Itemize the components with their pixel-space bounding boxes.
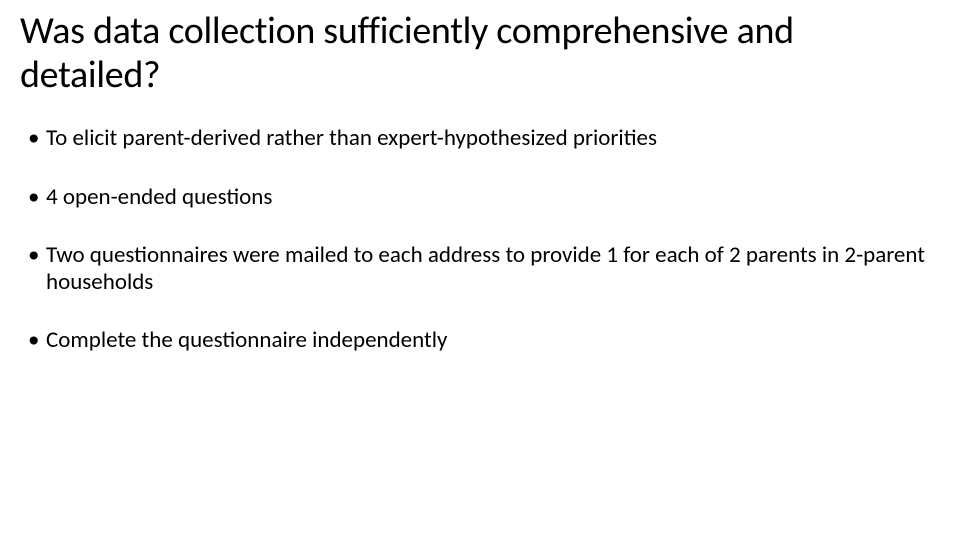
list-item: Two questionnaires were mailed to each a… xyxy=(28,242,940,295)
bullet-list: To elicit parent-derived rather than exp… xyxy=(20,125,940,353)
list-item: 4 open-ended questions xyxy=(28,184,940,210)
slide-title: Was data collection sufficiently compreh… xyxy=(20,10,940,97)
slide: Was data collection sufficiently compreh… xyxy=(0,0,960,540)
list-item: Complete the questionnaire independently xyxy=(28,327,940,353)
list-item: To elicit parent-derived rather than exp… xyxy=(28,125,940,151)
